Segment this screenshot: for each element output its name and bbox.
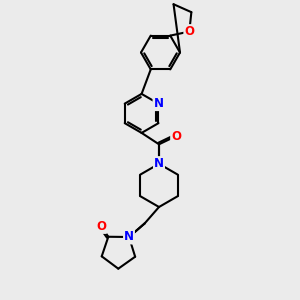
Text: N: N bbox=[154, 97, 164, 110]
Text: O: O bbox=[171, 130, 181, 143]
Text: N: N bbox=[124, 230, 134, 244]
Text: O: O bbox=[184, 25, 194, 38]
Text: N: N bbox=[154, 157, 164, 170]
Text: N: N bbox=[154, 157, 164, 170]
Text: O: O bbox=[96, 220, 106, 233]
